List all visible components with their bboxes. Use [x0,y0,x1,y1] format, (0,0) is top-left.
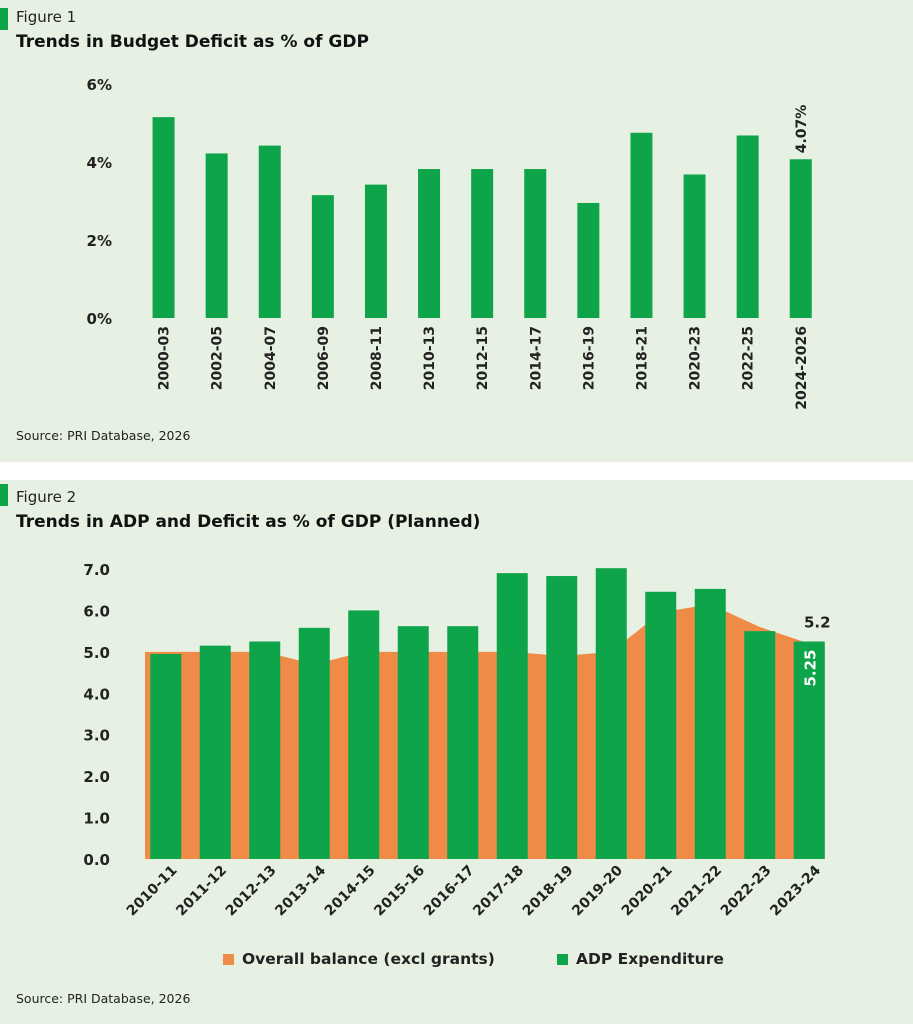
y-tick-label: 2.0 [83,768,110,786]
bar [152,117,175,319]
bar [199,645,231,859]
figure-marker [0,484,8,506]
x-tick-label: 2018-19 [520,863,577,920]
x-tick-label: 2018-21 [634,326,650,390]
bar [397,626,429,859]
bar [630,132,653,318]
x-tick-label: 2008-11 [369,326,385,390]
y-tick-label: 0.0 [83,851,110,869]
bar [418,169,441,318]
figure-label: Figure 1 [16,8,77,26]
legend-item-overall-balance: Overall balance (excl grants) [223,950,495,968]
x-tick-label: 2013-14 [272,862,329,919]
x-tick-label: 2012-15 [475,326,491,390]
bar [471,169,494,318]
x-tick-label: 2004-07 [263,326,279,390]
bar [736,135,759,318]
x-tick-label: 2000-03 [157,326,173,390]
bar [524,169,547,318]
bar [258,145,281,318]
bar [496,573,528,859]
data-label: 4.07% [794,105,810,154]
bar [249,641,281,859]
y-tick-label: 1.0 [83,810,110,828]
x-tick-label: 2022-25 [741,326,757,390]
x-tick-label: 2017-18 [470,863,527,920]
bar [298,627,330,859]
y-tick-label: 4.0 [83,685,110,703]
bar [577,202,600,318]
x-tick-label: 2006-09 [316,326,332,390]
x-tick-label: 2012-13 [223,863,280,920]
x-tick-label: 2019-20 [569,862,626,919]
y-tick-label: 4% [87,154,112,172]
x-tick-label: 2020-21 [619,863,676,920]
bar [694,588,726,859]
legend-swatch-green [557,953,568,965]
x-tick-label: 2020-23 [688,326,704,390]
bar [348,610,380,859]
figure-marker [0,8,8,30]
bar [546,576,578,859]
source-note: Source: PRI Database, 2026 [16,991,191,1006]
data-label-adp: 5.25 [801,650,819,687]
chart-title: Trends in ADP and Deficit as % of GDP (P… [16,512,481,532]
figure-label: Figure 2 [16,488,77,506]
data-label-balance: 5.2 [804,614,831,632]
adp-deficit-chart: 0.01.02.03.04.05.06.07.02010-112011-1220… [83,561,831,920]
legend-label: ADP Expenditure [576,950,724,968]
budget-deficit-chart: 0% 2% 4% 6% 2000-03 2002-05 2004-07 2006-09 2008… [87,76,812,410]
x-tick-label: 2016-19 [581,326,597,390]
bar [645,591,677,859]
figure-1-panel: Figure 1 Trends in Budget Deficit as % o… [0,0,913,462]
y-tick-label: 6.0 [83,602,110,620]
y-tick-label: 6% [87,76,112,94]
legend-label: Overall balance (excl grants) [242,950,495,968]
x-tick-label: 2016-17 [421,863,478,920]
legend-swatch-orange [223,953,234,965]
x-tick-label: 2015-16 [371,863,428,920]
bar [311,195,334,318]
legend-item-adp-expenditure: ADP Expenditure [557,950,724,968]
x-tick-label: 2002-05 [210,326,226,390]
y-tick-label: 5.0 [83,644,110,662]
bar [150,653,182,859]
x-tick-label: 2010-11 [124,863,181,920]
y-tick-label: 7.0 [83,561,110,579]
x-tick-label: 2011-12 [173,863,230,920]
bar [595,568,627,859]
x-tick-label: 2021-22 [668,863,725,920]
x-tick-label: 2014-15 [322,863,379,920]
bar [793,641,825,859]
bar [205,153,228,318]
bar [744,631,776,859]
x-tick-label: 2023-24 [767,862,824,919]
x-tick-label: 2010-13 [422,326,438,390]
bar [789,159,812,318]
bar [447,626,479,859]
y-tick-label: 3.0 [83,727,110,745]
x-tick-label: 2014-17 [528,326,544,390]
bar [683,174,706,318]
x-tick-label: 2024-2026 [794,326,810,410]
figure-2-panel: Figure 2 Trends in ADP and Deficit as % … [0,480,913,1024]
y-tick-label: 0% [87,310,112,328]
chart-title: Trends in Budget Deficit as % of GDP [16,32,369,52]
bar [364,184,387,318]
y-tick-label: 2% [87,232,112,250]
x-tick-label: 2022-23 [718,863,775,920]
source-note: Source: PRI Database, 2026 [16,428,191,443]
